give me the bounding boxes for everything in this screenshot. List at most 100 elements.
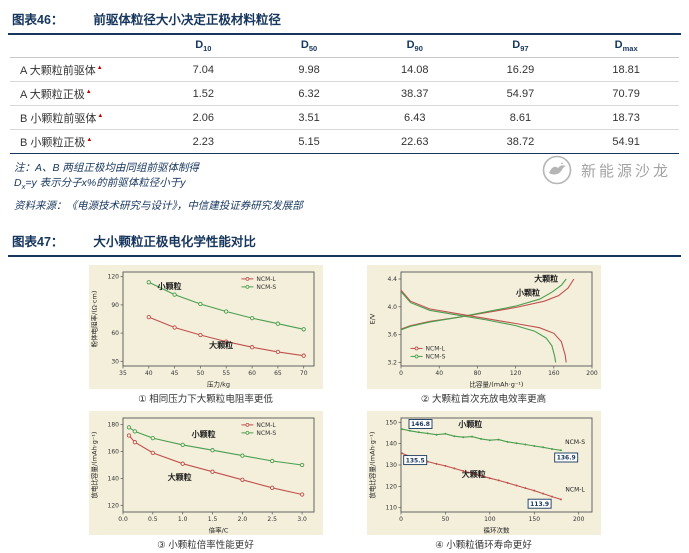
svg-text:循环次数: 循环次数 [483,526,510,535]
table-row: B 小颗粒前驱体▲ 2.06 3.51 6.43 8.61 18.73 [10,105,679,131]
svg-text:比容量/(mAh·g⁻¹): 比容量/(mAh·g⁻¹) [469,380,523,389]
svg-text:160: 160 [107,449,119,456]
svg-text:113.9: 113.9 [530,501,549,508]
cell: 6.32 [256,81,362,107]
watermark-text: 新能源沙龙 [580,162,671,180]
figure-46-section: 图表46： 前驱体粒径大小决定正极材料粒径 D10 D50 D90 D97 Dm… [0,0,689,213]
svg-text:NCM-S: NCM-S [256,284,276,291]
svg-text:90: 90 [111,302,119,309]
row-label-header [10,35,151,59]
svg-text:2.0: 2.0 [237,516,247,523]
svg-text:粉体电阻率/(Ω·cm): 粉体电阻率/(Ω·cm) [89,291,98,348]
cell: 38.37 [361,81,468,107]
svg-text:2.5: 2.5 [267,516,277,523]
svg-text:大颗粒: 大颗粒 [461,469,485,479]
svg-text:120: 120 [385,484,397,491]
column-header-d97: D97 [467,35,574,59]
svg-text:135.5: 135.5 [405,458,424,465]
svg-text:180: 180 [107,422,119,429]
svg-text:140: 140 [385,441,397,448]
svg-text:倍率/C: 倍率/C [208,526,228,535]
figure-47-header: 图表47： 大小颗粒正极电化学性能对比 [8,222,681,258]
subplot-caption-3: ③ 小颗粒倍率性能更好 [157,540,254,552]
cell: 9.98 [256,57,362,83]
footnote-marker-icon: ▲ [97,113,104,120]
svg-text:小颗粒: 小颗粒 [156,281,181,291]
footnote-marker-icon: ▲ [85,89,92,96]
svg-text:NCM-S: NCM-S [425,354,445,361]
svg-text:40: 40 [144,370,152,377]
svg-text:NCM-L: NCM-L [256,422,276,429]
svg-text:50: 50 [196,370,204,377]
column-header-d10: D10 [150,35,257,59]
svg-text:120: 120 [107,503,119,510]
table-row: A 大颗粒前驱体▲ 7.04 9.98 14.08 16.29 18.81 [10,57,679,83]
cell: 6.43 [361,105,468,131]
svg-text:140: 140 [107,476,119,483]
svg-text:NCM-L: NCM-L [256,276,276,283]
cell: 1.52 [150,81,257,107]
cell: 5.15 [256,129,362,155]
cell: 2.06 [150,105,257,131]
row-label: A 大颗粒正极▲ [10,81,151,107]
cell: 38.72 [467,129,574,155]
svg-text:60: 60 [248,370,256,377]
svg-text:136.9: 136.9 [556,455,575,462]
svg-text:大颗粒: 大颗粒 [534,274,558,284]
svg-text:70: 70 [299,370,307,377]
svg-text:压力/kg: 压力/kg [206,380,229,389]
pressure-resistivity-chart: 35 40 45 50 55 60 65 70 30 60 90 120 压力/kg 粉体电阻率/(Ω·c… [88,265,323,390]
particle-size-table: D10 D50 D90 D97 Dmax A 大颗粒前驱体▲ 7.04 9.98… [10,35,679,155]
svg-text:0.0: 0.0 [118,516,128,523]
svg-text:100: 100 [484,516,496,523]
figure-47-title: 大小颗粒正极电化学性能对比 [93,235,256,250]
subplot-caption-1: ① 相同压力下大颗粒电阻率更低 [138,394,273,406]
subplot-first-cycle: 0 40 80 120 160 200 3.2 3.6 4.0 4.4 比容量/(mAh·g⁻¹) E… [366,265,601,405]
table-row: B 小颗粒正极▲ 2.23 5.15 22.63 38.72 54.91 [10,129,679,155]
column-header-dmax: Dmax [573,35,679,59]
svg-text:1.5: 1.5 [207,516,217,523]
svg-text:大颗粒: 大颗粒 [209,340,233,350]
svg-text:120: 120 [107,274,119,281]
footnote-marker-icon: ▲ [86,137,93,144]
svg-text:3.2: 3.2 [387,360,397,367]
cell: 54.91 [573,129,679,155]
cell: 14.08 [361,57,468,83]
table-notes: 注：A、B 两组正极均由同组前驱体制得 Dx=y 表示分子x%的前驱体粒径小于y [14,161,675,194]
svg-text:60: 60 [111,330,119,337]
svg-text:55: 55 [222,370,230,377]
cell: 16.29 [467,57,574,83]
svg-text:65: 65 [274,370,282,377]
rate-capability-chart: 0.0 0.5 1.0 1.5 2.0 2.5 3.0 120 140 160 180 倍率/C 放电比… [88,411,323,536]
svg-text:NCM-S: NCM-S [256,430,276,437]
column-header-d50: D50 [256,35,362,59]
subplot-pressure-resistivity: 35 40 45 50 55 60 65 70 30 60 90 120 压力/kg 粉体电阻率/(Ω·c… [88,265,323,406]
watermark: 新能源沙龙 [541,154,671,186]
svg-text:NCM-L: NCM-L [425,346,445,353]
salon-logo-icon [542,155,572,185]
charts-grid: 35 40 45 50 55 60 65 70 30 60 90 120 压力/kg 粉体电阻率/(Ω·c… [0,265,689,551]
svg-text:小颗粒: 小颗粒 [515,288,540,298]
figure-47-section: 图表47： 大小颗粒正极电化学性能对比 35 40 45 50 55 60 65 70 30 60… [0,222,689,553]
svg-text:1.0: 1.0 [177,516,187,523]
svg-text:110: 110 [385,505,397,512]
footnote-marker-icon: ▲ [96,65,103,72]
svg-text:4.0: 4.0 [387,304,397,311]
svg-text:200: 200 [572,516,584,523]
svg-text:小颗粒: 小颗粒 [457,419,482,429]
figure-46-header: 图表46： 前驱体粒径大小决定正极材料粒径 [8,0,681,35]
first-cycle-chart: 0 40 80 120 160 200 3.2 3.6 4.0 4.4 比容量/(mAh·g⁻¹) E… [366,265,601,390]
subplot-caption-4: ④ 小颗粒循环寿命更好 [435,540,532,552]
svg-text:146.8: 146.8 [411,421,430,428]
table-note-1: 注：A、B 两组正极均由同组前驱体制得 [14,162,199,175]
row-label: A 大颗粒前驱体▲ [10,57,151,83]
svg-text:35: 35 [119,370,127,377]
table-header-row: D10 D50 D90 D97 Dmax [10,35,679,59]
subplot-rate-capability: 0.0 0.5 1.0 1.5 2.0 2.5 3.0 120 140 160 180 倍率/C 放电比… [88,411,323,552]
svg-text:160: 160 [548,370,560,377]
svg-text:130: 130 [385,462,397,469]
cycling-chart: 0 50 100 150 200 110 120 130 140 150 循环次数 放电比容量/(mA… [366,411,601,536]
cell: 18.81 [573,57,679,83]
table-row: A 大颗粒正极▲ 1.52 6.32 38.37 54.97 70.79 [10,81,679,107]
